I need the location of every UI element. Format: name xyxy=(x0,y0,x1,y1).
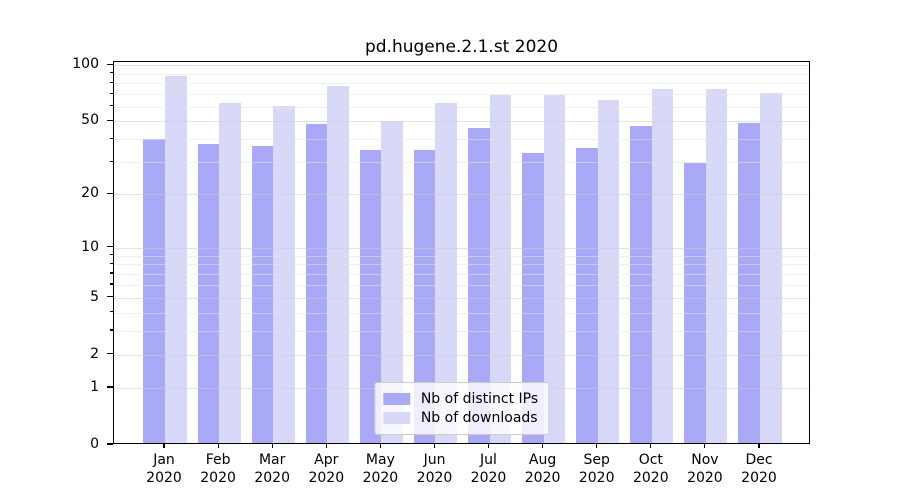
bar-distinct-ips-sep xyxy=(576,148,598,443)
x-tick-aug xyxy=(542,444,544,448)
legend: Nb of distinct IPs Nb of downloads xyxy=(373,382,550,435)
bar-downloads-mar xyxy=(273,106,295,443)
plot-area: Nb of distinct IPs Nb of downloads xyxy=(113,61,810,444)
legend-item-distinct-ips: Nb of distinct IPs xyxy=(382,391,539,407)
x-tick-oct xyxy=(650,444,652,448)
y-tick-label-0: 0 xyxy=(90,436,99,452)
legend-item-downloads: Nb of downloads xyxy=(382,410,538,426)
bar-downloads-jul xyxy=(489,94,512,443)
x-tick-dec xyxy=(758,444,760,448)
y-minor-tick-60 xyxy=(110,105,113,107)
bar-downloads-oct xyxy=(651,88,674,443)
y-minor-tick-70 xyxy=(110,92,113,94)
x-tick-label-jun: Jun 2020 xyxy=(416,452,453,486)
y-minor-tick-3 xyxy=(110,329,113,331)
x-tick-label-sep: Sep 2020 xyxy=(578,452,615,486)
y-tick-label-50: 50 xyxy=(81,112,99,129)
y-axis: 0 1 2 5 10 20 50 100 xyxy=(0,56,113,452)
y-tick-20 xyxy=(107,192,113,194)
y-minor-tick-40 xyxy=(110,137,113,140)
legend-swatch-downloads-icon xyxy=(382,412,410,424)
bar-distinct-ips-jan xyxy=(143,139,166,443)
y-tick-2 xyxy=(107,353,113,355)
bar-downloads-aug xyxy=(543,94,566,443)
bar-downloads-jun xyxy=(435,103,458,443)
x-tick-feb xyxy=(217,444,219,448)
x-tick-label-mar: Mar 2020 xyxy=(254,452,290,486)
y-tick-0 xyxy=(107,443,113,445)
bar-distinct-ips-may xyxy=(359,150,382,443)
bar-downloads-dec xyxy=(759,93,782,443)
x-tick-jun xyxy=(433,444,436,448)
bar-downloads-may xyxy=(381,121,403,443)
x-tick-label-apr: Apr 2020 xyxy=(308,452,345,486)
bar-distinct-ips-mar xyxy=(251,145,274,443)
legend-label-distinct-ips: Nb of distinct IPs xyxy=(420,391,539,407)
y-tick-1 xyxy=(107,386,113,388)
x-tick-jan xyxy=(163,444,165,448)
x-tick-apr xyxy=(325,444,327,448)
bar-downloads-sep xyxy=(597,99,620,443)
x-tick-label-may: May 2020 xyxy=(362,452,399,486)
y-minor-tick-4 xyxy=(110,311,113,313)
bars-layer xyxy=(114,62,809,443)
x-tick-label-aug: Aug 2020 xyxy=(524,452,561,486)
bar-downloads-nov xyxy=(705,88,728,443)
legend-label-downloads: Nb of downloads xyxy=(420,410,538,426)
x-tick-label-nov: Nov 2020 xyxy=(687,452,723,486)
y-tick-label-100: 100 xyxy=(72,56,99,73)
y-tick-5 xyxy=(107,295,113,298)
y-minor-tick-9 xyxy=(110,254,113,256)
y-tick-50 xyxy=(107,119,113,121)
x-tick-label-jul: Jul 2020 xyxy=(470,452,507,486)
y-tick-label-2: 2 xyxy=(90,345,99,362)
x-tick-may xyxy=(379,444,381,448)
y-tick-label-10: 10 xyxy=(81,238,99,255)
y-minor-tick-80 xyxy=(110,81,113,84)
bar-downloads-feb xyxy=(219,103,241,443)
bar-distinct-ips-apr xyxy=(305,124,328,443)
y-minor-tick-30 xyxy=(110,160,113,163)
y-minor-tick-90 xyxy=(110,72,113,74)
y-tick-100 xyxy=(107,63,113,65)
x-tick-label-jan: Jan 2020 xyxy=(146,452,182,486)
bar-distinct-ips-nov xyxy=(684,163,706,443)
x-tick-label-oct: Oct 2020 xyxy=(632,452,669,486)
x-tick-sep xyxy=(596,444,598,448)
y-minor-tick-7 xyxy=(110,272,113,274)
bar-distinct-ips-oct xyxy=(630,126,652,443)
y-tick-label-20: 20 xyxy=(81,185,99,202)
x-axis: Jan 2020 Feb 2020 Mar 2020 Apr 2020 May 2020 Jun 20… xyxy=(113,444,810,500)
y-minor-tick-6 xyxy=(110,283,113,285)
x-tick-label-feb: Feb 2020 xyxy=(200,452,236,486)
y-tick-label-1: 1 xyxy=(90,379,99,395)
y-minor-tick-8 xyxy=(110,262,113,264)
bar-downloads-jan xyxy=(165,75,187,443)
y-tick-label-5: 5 xyxy=(90,288,99,305)
legend-swatch-distinct-ips-icon xyxy=(382,393,410,405)
chart-title: pd.hugene.2.1.st 2020 xyxy=(364,37,559,57)
bar-downloads-apr xyxy=(327,85,349,443)
bar-distinct-ips-feb xyxy=(197,143,220,443)
x-tick-jul xyxy=(487,444,490,448)
x-tick-label-dec: Dec 2020 xyxy=(741,452,777,486)
x-tick-mar xyxy=(271,444,273,448)
x-tick-nov xyxy=(704,444,706,448)
y-tick-10 xyxy=(107,246,113,248)
bar-distinct-ips-dec xyxy=(738,122,760,443)
bar-distinct-ips-jun xyxy=(413,150,436,443)
